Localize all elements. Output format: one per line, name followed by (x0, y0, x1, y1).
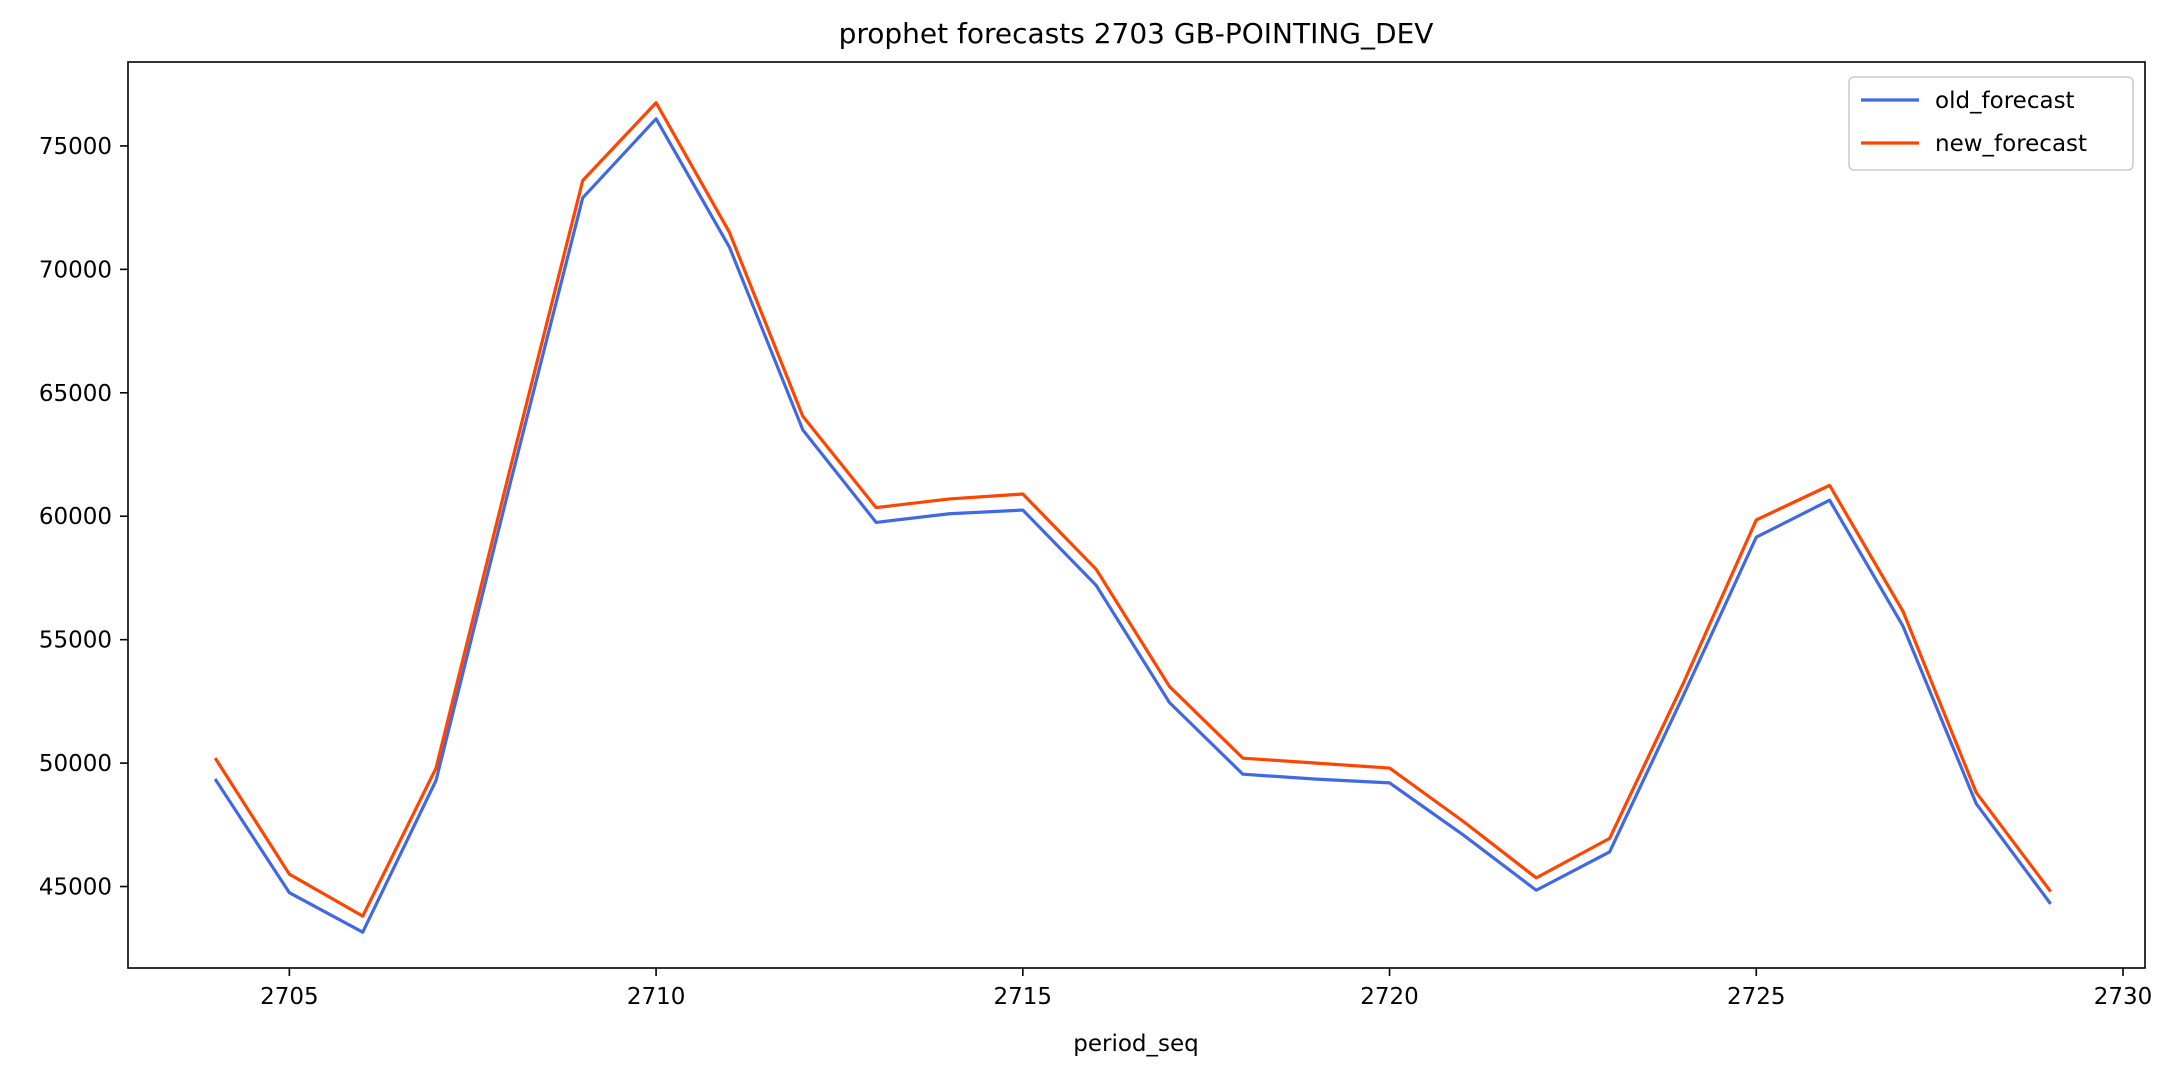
y-tick-label: 55000 (39, 628, 112, 654)
x-tick-label: 2725 (1727, 984, 1786, 1010)
series-line-new_forecast (213, 101, 2052, 918)
y-tick-label: 70000 (39, 257, 112, 283)
x-tick-label: 2720 (1360, 984, 1419, 1010)
x-tick-label: 2715 (994, 984, 1053, 1010)
legend-box (1848, 76, 2134, 171)
chart-title: prophet forecasts 2703 GB-POINTING_DEV (839, 17, 1434, 50)
y-tick-label: 50000 (39, 751, 112, 777)
x-tick-label: 2710 (627, 984, 686, 1010)
plot-area (127, 61, 2146, 969)
series-line-old_forecast (213, 117, 2052, 934)
x-axis-title: period_seq (1073, 1031, 1199, 1057)
plot-frame (127, 61, 2146, 969)
y-axis: 45000 50000 55000 60000 65000 70000 75000 (39, 134, 128, 901)
y-tick-label: 45000 (39, 875, 112, 901)
legend-label-new_forecast: new_forecast (1935, 131, 2087, 157)
x-axis: 2705 2710 2715 2720 2725 2730 (260, 968, 2152, 1010)
y-tick-label: 75000 (39, 134, 112, 160)
y-tick-label: 60000 (39, 504, 112, 530)
legend: old_forecast new_forecast (1848, 76, 2134, 171)
legend-label-old_forecast: old_forecast (1935, 88, 2075, 114)
y-tick-label: 65000 (39, 381, 112, 407)
x-tick-label: 2730 (2094, 984, 2153, 1010)
x-tick-label: 2705 (260, 984, 319, 1010)
